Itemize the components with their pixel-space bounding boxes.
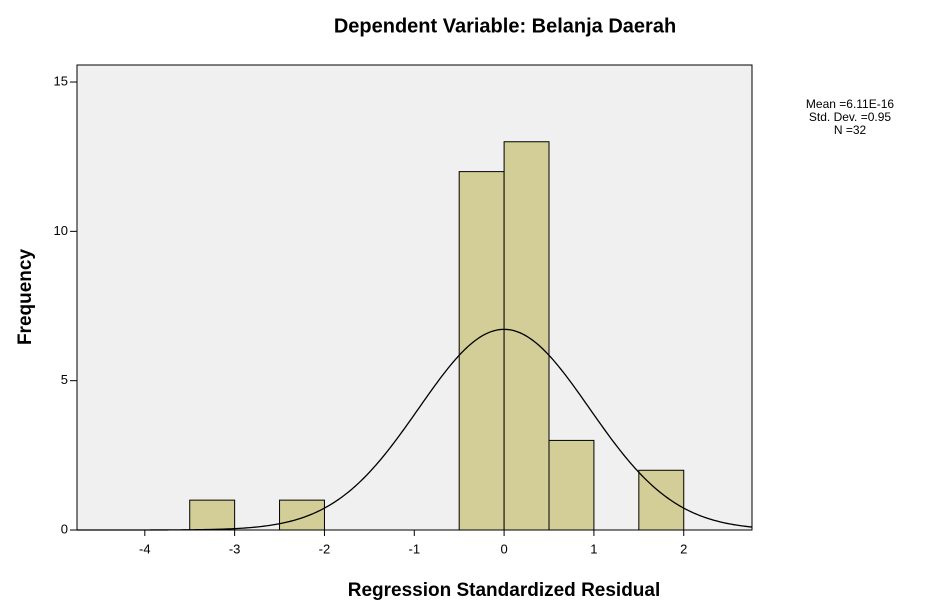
bar [279,499,325,531]
y-axis-label: Frequency [15,249,36,346]
stat-text: N =32 [834,123,867,137]
x-tick-label: -2 [319,541,331,556]
stat-text: Mean =6.11E-16 [806,97,894,111]
x-axis-label: Regression Standardized Residual [348,580,661,601]
x-tick-label: 0 [500,541,507,556]
x-tick-label: 1 [590,541,597,556]
bar [548,439,595,531]
x-tick-label: -4 [139,541,151,556]
bar [458,171,505,531]
x-tick-label: 2 [680,541,687,556]
y-tick-label: 0 [61,521,68,536]
chart-title: Dependent Variable: Belanja Daerah [334,15,676,37]
x-tick-label: -3 [229,541,241,556]
bar [189,499,236,531]
y-tick-label: 10 [54,223,68,238]
y-tick-label: 15 [54,73,68,88]
plot-background [76,64,753,531]
x-tick-label: -1 [408,541,420,556]
y-tick-label: 5 [61,372,68,387]
stat-text: Std. Dev. =0.95 [809,110,891,124]
